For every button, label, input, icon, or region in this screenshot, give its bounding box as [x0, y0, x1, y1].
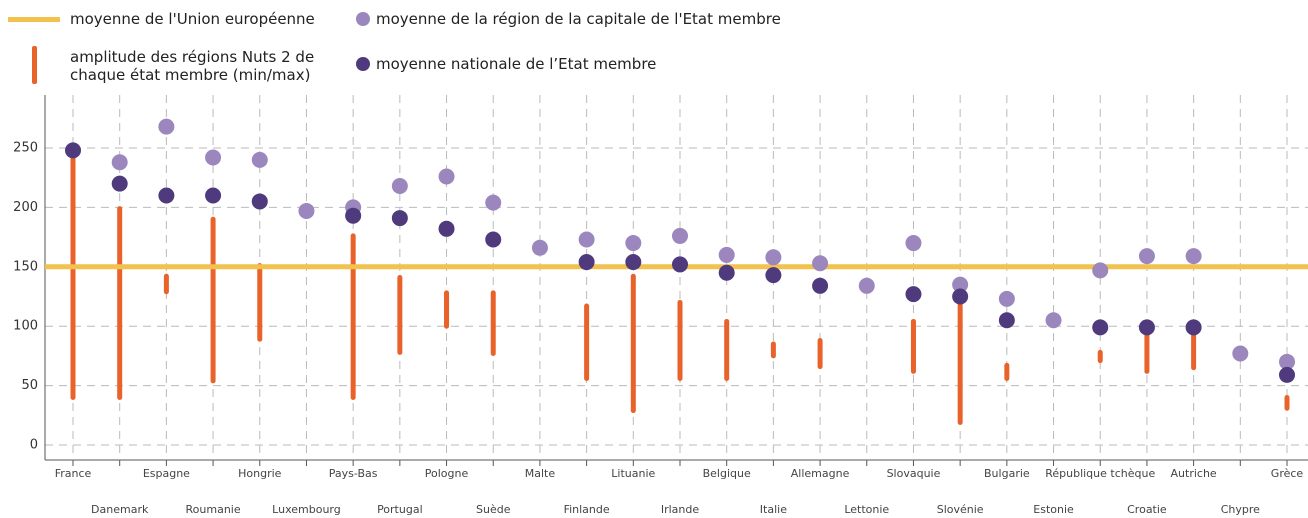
- dot: [345, 207, 362, 224]
- x-tick-label: Bulgarie: [984, 467, 1030, 480]
- x-tick-label: Malte: [525, 467, 556, 480]
- dot: [205, 149, 222, 166]
- dot: [438, 168, 455, 185]
- dot: [391, 178, 408, 195]
- dot: [1185, 248, 1202, 265]
- legend-swatch-national: [356, 57, 370, 71]
- dot: [438, 220, 455, 237]
- dot: [812, 277, 829, 294]
- dot: [1138, 248, 1155, 265]
- legend-reference: moyenne de l'Union européenne: [70, 10, 315, 28]
- dot: [952, 288, 969, 305]
- x-tick-label: Portugal: [377, 503, 423, 516]
- dot: [998, 290, 1015, 307]
- x-tick-label: France: [55, 467, 92, 480]
- y-tick-label: 100: [13, 319, 38, 334]
- y-tick-label: 150: [13, 259, 38, 274]
- dot: [952, 276, 969, 293]
- x-tick-label: Danemark: [91, 503, 149, 516]
- dot: [485, 194, 502, 211]
- dot: [625, 254, 642, 271]
- x-tick-label: Croatie: [1127, 503, 1167, 516]
- dot: [158, 118, 175, 135]
- x-tick-label: Belgique: [703, 467, 751, 480]
- legend-swatch-range: [32, 46, 37, 84]
- dot: [1045, 312, 1062, 329]
- dot: [765, 267, 782, 284]
- dot: [251, 193, 268, 210]
- x-tick-label: Pologne: [425, 467, 469, 480]
- dot: [205, 187, 222, 204]
- y-tick-label: 0: [30, 438, 38, 453]
- dot: [718, 264, 735, 281]
- dot: [812, 255, 829, 272]
- dot: [251, 151, 268, 168]
- legend-capital: moyenne de la région de la capitale de l…: [376, 10, 781, 28]
- dot: [1279, 366, 1295, 383]
- dot: [905, 286, 922, 303]
- dot: [998, 312, 1015, 329]
- dot: [158, 187, 175, 204]
- dot: [625, 235, 642, 252]
- dot: [765, 249, 782, 266]
- legend-swatch-capital: [356, 12, 370, 26]
- x-tick-label: Finlande: [564, 503, 610, 516]
- x-tick-label: Italie: [760, 503, 787, 516]
- dot: [111, 154, 128, 171]
- x-tick-label: Lituanie: [611, 467, 655, 480]
- x-tick-label: Autriche: [1171, 467, 1217, 480]
- dot: [718, 246, 735, 263]
- x-tick-label: Roumanie: [186, 503, 241, 516]
- dot: [578, 254, 595, 271]
- dot: [485, 231, 502, 248]
- dot: [905, 235, 922, 252]
- dot: [1232, 345, 1249, 362]
- dot: [1138, 319, 1155, 336]
- legend-national: moyenne nationale de l’Etat membre: [376, 55, 657, 73]
- x-tick-label: Lettonie: [844, 503, 889, 516]
- x-tick-label: République tchèque: [1045, 467, 1155, 480]
- dot: [1092, 262, 1109, 279]
- y-tick-label: 250: [13, 141, 38, 156]
- x-tick-label: Irlande: [661, 503, 700, 516]
- dot: [65, 142, 81, 159]
- y-tick-label: 50: [21, 378, 38, 393]
- x-tick-label: Estonie: [1033, 503, 1074, 516]
- legend-swatch-reference: [8, 17, 60, 22]
- x-tick-label: Slovaquie: [887, 467, 941, 480]
- x-tick-label: Allemagne: [791, 467, 850, 480]
- legend-range: amplitude des régions Nuts 2 de chaque é…: [70, 48, 315, 84]
- dot: [531, 239, 548, 256]
- dot: [672, 227, 688, 244]
- dot: [111, 175, 128, 192]
- dot: [1092, 319, 1109, 336]
- dot: [858, 277, 875, 294]
- x-tick-label: Luxembourg: [272, 503, 341, 516]
- dot: [672, 256, 688, 273]
- x-tick-label: Espagne: [143, 467, 190, 480]
- x-tick-label: Pays-Bas: [329, 467, 378, 480]
- x-tick-label: Slovénie: [937, 503, 984, 516]
- dot: [1279, 353, 1295, 370]
- x-tick-label: Hongrie: [238, 467, 282, 480]
- x-tick-label: Suède: [476, 503, 511, 516]
- x-tick-label: Grèce: [1271, 467, 1304, 480]
- dot: [1185, 319, 1202, 336]
- y-tick-label: 200: [13, 200, 38, 215]
- dot: [391, 210, 408, 227]
- x-tick-label: Chypre: [1221, 503, 1260, 516]
- dot: [578, 231, 595, 248]
- dot: [298, 202, 315, 219]
